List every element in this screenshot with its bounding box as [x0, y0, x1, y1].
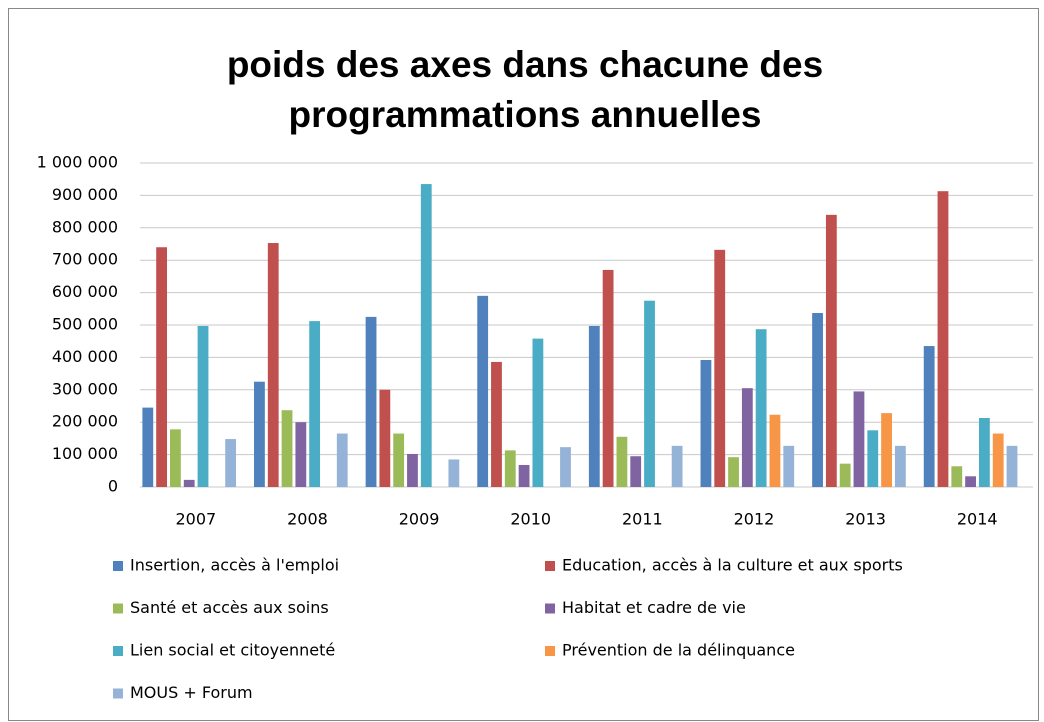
- bar: [867, 430, 879, 487]
- bar: [477, 295, 489, 487]
- legend-label: Santé et accès aux soins: [130, 598, 329, 617]
- bar: [644, 300, 655, 487]
- bar: [992, 433, 1004, 487]
- bar: [588, 325, 600, 487]
- legend-label: Education, accès à la culture et aux spo…: [562, 556, 903, 575]
- bar: [491, 361, 502, 487]
- legend-swatch: [113, 646, 123, 656]
- y-tick-label: 200 000: [52, 412, 118, 431]
- bar: [336, 433, 348, 487]
- y-tick-label: 600 000: [52, 282, 118, 301]
- bar: [630, 456, 642, 487]
- bar: [407, 453, 418, 487]
- bar: [839, 463, 851, 487]
- legend-label: Lien social et citoyenneté: [130, 641, 335, 660]
- bar: [894, 445, 906, 487]
- bar: [755, 329, 767, 487]
- bar: [812, 313, 823, 487]
- bar: [254, 381, 265, 487]
- x-tick-label: 2009: [399, 510, 440, 529]
- bar: [881, 413, 892, 487]
- legend-label: Prévention de la délinquance: [562, 641, 795, 660]
- y-tick-label: 700 000: [52, 250, 118, 269]
- bar: [853, 391, 865, 487]
- bar: [560, 447, 571, 487]
- y-tick-label: 1 000 000: [37, 153, 118, 172]
- legend-swatch: [113, 603, 123, 614]
- legend-swatch: [113, 561, 123, 571]
- bar: [142, 407, 154, 487]
- bar: [183, 479, 195, 487]
- bar: [825, 214, 837, 487]
- bar: [616, 436, 628, 487]
- y-tick-label: 400 000: [52, 347, 118, 366]
- bar: [295, 422, 307, 487]
- x-tick-label: 2007: [175, 510, 216, 529]
- bar: [379, 389, 391, 487]
- legend-swatch: [545, 603, 555, 614]
- bar: [671, 445, 683, 487]
- y-tick-label: 800 000: [52, 217, 118, 236]
- legend-label: MOUS + Forum: [130, 683, 253, 702]
- bar: [420, 184, 432, 487]
- chart-title: poids des axes dans chacune des programm…: [226, 44, 824, 135]
- y-tick-label: 900 000: [52, 185, 118, 204]
- bar: [504, 450, 516, 487]
- x-tick-label: 2012: [734, 510, 775, 529]
- bar: [783, 445, 795, 487]
- bar: [769, 414, 781, 487]
- bar: [365, 316, 377, 487]
- x-tick-label: 2010: [510, 510, 551, 529]
- bar: [965, 476, 976, 487]
- bar: [532, 338, 544, 487]
- x-tick-label: 2014: [957, 510, 998, 529]
- y-tick-label: 100 000: [52, 444, 118, 463]
- legend-swatch: [113, 688, 123, 699]
- legend-swatch: [545, 561, 555, 571]
- legend-swatch: [545, 646, 555, 656]
- bar: [602, 269, 614, 487]
- bar: [728, 457, 739, 487]
- bar: [170, 429, 181, 487]
- bar: [197, 325, 209, 487]
- bar: [700, 359, 712, 487]
- bar: [448, 459, 460, 487]
- bar: [518, 464, 530, 487]
- bar: [978, 417, 990, 487]
- y-tick-label: 0: [108, 477, 118, 496]
- bar: [281, 410, 293, 487]
- x-tick-label: 2013: [845, 510, 886, 529]
- bar: [951, 466, 963, 487]
- bar: [923, 346, 935, 487]
- bar: [714, 249, 726, 487]
- x-tick-label: 2008: [287, 510, 328, 529]
- bar: [393, 433, 405, 487]
- x-tick-label: 2011: [622, 510, 663, 529]
- y-tick-label: 500 000: [52, 315, 118, 334]
- bar: [225, 439, 237, 487]
- legend-label: Insertion, accès à l'emploi: [130, 556, 339, 575]
- bar: [937, 191, 949, 488]
- bar: [309, 321, 321, 487]
- bar: [1006, 445, 1018, 487]
- bar: [156, 247, 168, 487]
- legend-label: Habitat et cadre de vie: [562, 598, 746, 617]
- chart-border: [8, 8, 1039, 721]
- bar: [267, 243, 279, 487]
- y-tick-label: 300 000: [52, 379, 118, 398]
- bar: [741, 388, 753, 487]
